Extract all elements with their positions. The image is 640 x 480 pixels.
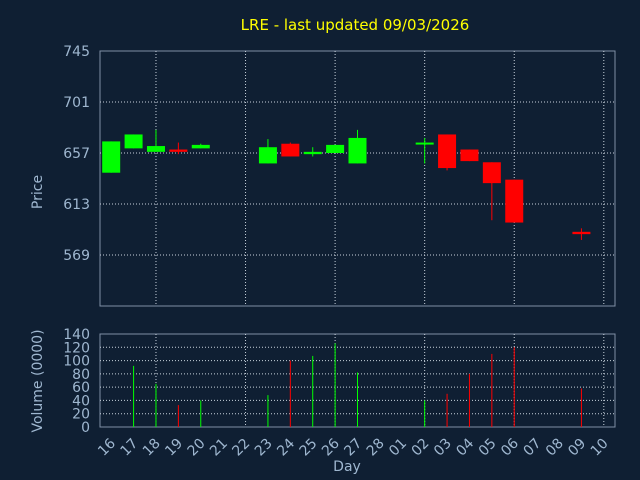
day-tick-label: 16 bbox=[95, 435, 119, 459]
price-tick-label: 701 bbox=[63, 95, 90, 111]
day-tick-label: 20 bbox=[185, 436, 209, 460]
volume-tick-label: 140 bbox=[63, 327, 90, 343]
day-tick-label: 24 bbox=[274, 435, 298, 459]
candle-body bbox=[169, 149, 188, 152]
day-tick-label: 25 bbox=[297, 436, 321, 460]
candle-body bbox=[281, 143, 300, 157]
day-tick-label: 18 bbox=[140, 436, 164, 460]
volume-tick-label: 40 bbox=[72, 393, 90, 409]
price-axis-label: Price bbox=[30, 175, 46, 209]
day-tick-label: 09 bbox=[565, 436, 589, 460]
day-tick-label: 08 bbox=[543, 436, 567, 460]
price-tick-label: 657 bbox=[63, 146, 90, 162]
day-axis-label: Day bbox=[333, 459, 361, 475]
candle-body bbox=[191, 144, 210, 149]
candle-body bbox=[438, 134, 457, 169]
candle-body bbox=[258, 147, 277, 164]
day-tick-label: 27 bbox=[341, 436, 365, 460]
price-tick-label: 613 bbox=[63, 197, 90, 213]
price-tick-label: 745 bbox=[63, 44, 90, 60]
day-tick-label: 17 bbox=[117, 436, 141, 460]
candle-body bbox=[146, 146, 165, 152]
day-tick-label: 28 bbox=[364, 436, 388, 460]
volume-tick-label: 120 bbox=[63, 340, 90, 356]
candle-body bbox=[326, 144, 345, 153]
candle-body bbox=[348, 137, 367, 164]
volume-tick-label: 60 bbox=[72, 380, 90, 396]
volume-tick-label: 100 bbox=[63, 354, 90, 370]
day-tick-label: 23 bbox=[252, 436, 276, 460]
candle-body bbox=[124, 134, 143, 149]
candle-body bbox=[303, 151, 322, 155]
candle-body bbox=[505, 179, 524, 223]
price-plot-area bbox=[99, 50, 616, 307]
day-tick-label: 10 bbox=[588, 436, 612, 460]
price-tick-label: 569 bbox=[63, 248, 90, 264]
day-tick-label: 05 bbox=[476, 436, 500, 460]
day-tick-label: 03 bbox=[431, 436, 455, 460]
volume-tick-label: 20 bbox=[72, 407, 90, 423]
day-tick-label: 02 bbox=[409, 436, 433, 460]
candle-body bbox=[572, 231, 591, 235]
day-tick-label: 21 bbox=[207, 436, 231, 460]
candle-body bbox=[460, 149, 479, 162]
volume-tick-label: 0 bbox=[81, 420, 90, 436]
chart-title: LRE - last updated 09/03/2026 bbox=[241, 16, 470, 34]
day-tick-label: 06 bbox=[498, 435, 522, 459]
day-tick-label: 07 bbox=[521, 436, 545, 460]
day-tick-label: 01 bbox=[386, 436, 410, 460]
candle-body bbox=[415, 142, 434, 145]
candle-body bbox=[102, 141, 121, 173]
volume-tick-label: 80 bbox=[72, 367, 90, 383]
day-tick-label: 22 bbox=[229, 436, 253, 460]
day-tick-label: 04 bbox=[453, 435, 477, 459]
candle-body bbox=[482, 162, 501, 184]
volume-axis-label: Volume (0000) bbox=[30, 329, 46, 432]
day-tick-label: 19 bbox=[162, 436, 186, 460]
day-tick-label: 26 bbox=[319, 435, 343, 459]
